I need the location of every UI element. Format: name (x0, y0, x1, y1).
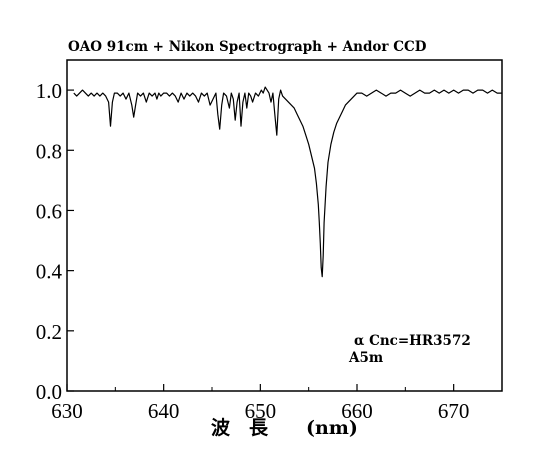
y-tick-label: 0.4 (36, 260, 63, 284)
annotation-type: A5m (348, 350, 383, 366)
y-tick-label: 0.2 (36, 320, 62, 344)
series-line (73, 86, 502, 278)
x-tick-label: 640 (148, 399, 180, 423)
x-tick-label: 670 (438, 399, 470, 423)
x-tick-label: 630 (51, 399, 83, 423)
y-tick-label: 0.0 (36, 380, 62, 404)
x-tick-label: 660 (341, 399, 373, 423)
y-tick-label: 0.6 (36, 199, 62, 223)
x-tick-label: 650 (245, 399, 277, 423)
plot-frame (66, 59, 503, 392)
y-axis: 0.0 0.2 0.4 0.6 0.8 1.0 (36, 79, 74, 404)
y-tick-label: 0.8 (36, 139, 62, 163)
y-tick-label: 1.0 (36, 79, 62, 103)
chart-title: OAO 91cm + Nikon Spectrograph + Andor CC… (68, 39, 427, 55)
x-axis: 630 640 650 660 670 (51, 384, 469, 423)
x-axis-label: 波 長 (nm) (211, 416, 358, 439)
annotation-star: α Cnc=HR3572 (354, 333, 471, 349)
